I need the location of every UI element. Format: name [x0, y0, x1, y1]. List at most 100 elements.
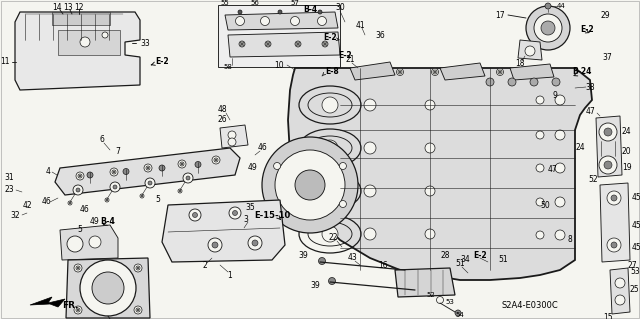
Circle shape	[364, 185, 376, 197]
Text: 53: 53	[630, 268, 640, 277]
Text: 46: 46	[41, 197, 51, 206]
Text: 6: 6	[100, 136, 104, 145]
Circle shape	[240, 42, 244, 46]
Circle shape	[498, 70, 502, 74]
Circle shape	[434, 71, 436, 73]
Circle shape	[252, 240, 258, 246]
Circle shape	[113, 171, 115, 173]
Circle shape	[228, 138, 236, 146]
Circle shape	[611, 242, 617, 248]
Text: 38: 38	[585, 83, 595, 92]
Text: 3: 3	[244, 216, 248, 225]
Circle shape	[195, 161, 201, 167]
Polygon shape	[510, 64, 554, 80]
Circle shape	[368, 70, 372, 74]
Circle shape	[67, 236, 83, 252]
Circle shape	[615, 278, 625, 288]
Text: 5: 5	[77, 226, 83, 234]
Circle shape	[241, 43, 243, 45]
Text: 51: 51	[498, 256, 508, 264]
Text: 57: 57	[291, 0, 300, 6]
Circle shape	[322, 226, 338, 242]
Text: 32: 32	[10, 211, 20, 219]
Text: 49: 49	[247, 164, 257, 173]
Text: 1: 1	[228, 271, 232, 279]
Circle shape	[179, 190, 181, 192]
Circle shape	[555, 95, 565, 105]
Circle shape	[536, 198, 544, 206]
Circle shape	[499, 71, 501, 73]
Polygon shape	[60, 225, 118, 260]
Circle shape	[397, 69, 403, 76]
Circle shape	[328, 278, 335, 285]
Text: 45: 45	[632, 194, 640, 203]
Circle shape	[552, 78, 560, 86]
Polygon shape	[288, 68, 592, 280]
Circle shape	[134, 264, 142, 272]
Circle shape	[178, 160, 186, 168]
Text: 47: 47	[547, 166, 557, 174]
Circle shape	[76, 188, 80, 192]
Polygon shape	[395, 268, 455, 297]
Polygon shape	[55, 148, 240, 195]
Text: 39: 39	[310, 280, 320, 290]
Text: 35: 35	[245, 203, 255, 211]
Text: 56: 56	[251, 0, 259, 6]
Circle shape	[398, 70, 402, 74]
Text: 18: 18	[515, 58, 525, 68]
Circle shape	[73, 185, 83, 195]
Circle shape	[113, 185, 117, 189]
Circle shape	[137, 267, 139, 269]
Circle shape	[599, 123, 617, 141]
Text: 24: 24	[575, 144, 584, 152]
Text: 39: 39	[298, 250, 308, 259]
Circle shape	[140, 194, 144, 198]
Text: 22: 22	[328, 234, 338, 242]
Circle shape	[181, 163, 183, 165]
Circle shape	[295, 170, 325, 200]
Text: 11: 11	[1, 57, 10, 66]
Text: 14: 14	[52, 4, 62, 12]
Text: E-2: E-2	[323, 33, 337, 42]
Text: 43: 43	[347, 254, 357, 263]
Text: 17: 17	[495, 11, 505, 19]
Text: 47: 47	[585, 108, 595, 116]
Text: 31: 31	[4, 173, 14, 182]
Circle shape	[79, 175, 81, 177]
Polygon shape	[220, 125, 248, 148]
Text: 45: 45	[632, 220, 640, 229]
Circle shape	[228, 131, 236, 139]
Circle shape	[87, 172, 93, 178]
Circle shape	[464, 71, 466, 73]
Text: 7: 7	[116, 147, 120, 157]
Circle shape	[607, 191, 621, 205]
Text: E-2: E-2	[580, 26, 594, 34]
Circle shape	[76, 172, 84, 180]
Polygon shape	[162, 200, 285, 262]
Text: 54: 54	[456, 312, 465, 318]
Text: 23: 23	[4, 186, 14, 195]
Circle shape	[431, 69, 438, 76]
Circle shape	[295, 41, 301, 47]
Circle shape	[136, 266, 140, 270]
Circle shape	[486, 78, 494, 86]
Circle shape	[268, 43, 269, 45]
Circle shape	[615, 295, 625, 305]
Circle shape	[76, 308, 80, 312]
Circle shape	[555, 230, 565, 240]
Text: B-4: B-4	[303, 5, 317, 14]
Circle shape	[148, 181, 152, 185]
Text: FR.: FR.	[62, 300, 79, 309]
Circle shape	[159, 165, 165, 171]
Circle shape	[77, 309, 79, 311]
Text: E-8: E-8	[325, 68, 339, 77]
Polygon shape	[52, 12, 110, 25]
Circle shape	[607, 238, 621, 252]
Circle shape	[180, 162, 184, 166]
Text: 20: 20	[622, 147, 632, 157]
Circle shape	[92, 272, 124, 304]
Circle shape	[604, 161, 612, 169]
Circle shape	[508, 78, 516, 86]
Circle shape	[76, 266, 80, 270]
Text: 49: 49	[90, 218, 100, 226]
